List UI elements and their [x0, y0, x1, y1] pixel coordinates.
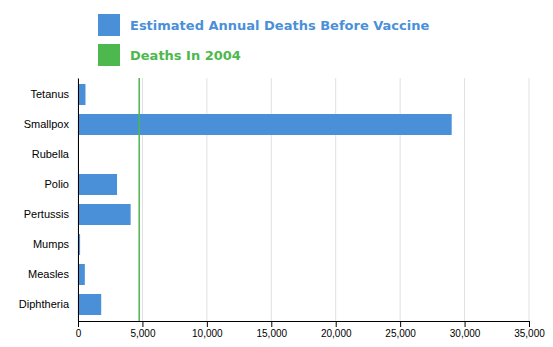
bar: [78, 174, 117, 195]
x-tick-mark: [400, 321, 401, 327]
y-tick-label: Pertussis: [24, 208, 70, 220]
x-tick: 5,000: [130, 321, 155, 339]
reference-line: [138, 78, 140, 321]
y-tick: Tetanus: [30, 88, 69, 100]
bar: [78, 264, 85, 285]
grid-line: [464, 78, 465, 321]
x-tick: 25,000: [385, 321, 416, 339]
y-tick: Mumps: [33, 238, 70, 250]
y-tick-label: Diphtheria: [19, 298, 70, 310]
x-tick: 10,000: [192, 321, 223, 339]
marks: [78, 78, 452, 321]
x-tick-mark: [271, 321, 272, 327]
series-bars: [78, 84, 452, 315]
x-tick-label: 0: [76, 328, 82, 339]
bar: [78, 204, 131, 225]
y-tick: Smallpox: [24, 118, 70, 130]
x-tick-label: 10,000: [192, 328, 223, 339]
x-tick-mark: [207, 321, 208, 327]
bar: [78, 294, 101, 315]
x-tick-mark: [529, 321, 530, 327]
legend-swatch: [98, 44, 120, 66]
y-tick-label: Rubella: [32, 148, 70, 160]
x-tick-mark: [142, 321, 143, 327]
grid-line: [78, 78, 79, 321]
x-tick-mark: [336, 321, 337, 327]
y-axis-line: [78, 79, 79, 322]
plot: 0 5,000 10,000 15,000 20,000 25,000 30,000 35,0…: [19, 78, 545, 339]
chart: 0 5,000 10,000 15,000 20,000 25,000 30,000 35,0…: [0, 0, 553, 347]
x-tick: 30,000: [450, 321, 481, 339]
x-tick-label: 35,000: [514, 328, 545, 339]
x-tick: 0: [76, 321, 82, 339]
x-tick-mark: [465, 321, 466, 327]
y-tick-label: Polio: [45, 178, 69, 190]
bar: [78, 84, 85, 105]
y-tick-label: Tetanus: [30, 88, 69, 100]
legend: Estimated Annual Deaths Before Vaccine De…: [98, 14, 429, 66]
y-tick-label: Mumps: [33, 238, 70, 250]
y-axis: Tetanus Smallpox Rubella Polio Pertussis Mump…: [19, 79, 79, 322]
y-tick: Pertussis: [24, 208, 70, 220]
x-axis: 0 5,000 10,000 15,000 20,000 25,000 30,000 35,0…: [76, 321, 546, 339]
y-tick: Rubella: [32, 148, 70, 160]
x-tick-mark: [78, 321, 79, 327]
x-tick-label: 20,000: [321, 328, 352, 339]
x-tick: 15,000: [256, 321, 287, 339]
legend-label: Deaths In 2004: [130, 48, 241, 63]
x-tick-label: 25,000: [385, 328, 416, 339]
x-axis-line: [79, 322, 530, 328]
bar: [78, 114, 452, 135]
y-tick-label: Smallpox: [24, 118, 70, 130]
legend-label: Estimated Annual Deaths Before Vaccine: [130, 18, 429, 33]
y-tick: Measles: [28, 268, 69, 280]
x-tick-label: 15,000: [256, 328, 287, 339]
x-tick: 35,000: [514, 321, 545, 339]
legend-item: Deaths In 2004: [98, 44, 241, 66]
y-tick: Polio: [45, 178, 69, 190]
x-tick-label: 5,000: [130, 328, 155, 339]
legend-swatch: [98, 14, 120, 36]
x-tick: 20,000: [321, 321, 352, 339]
y-tick-label: Measles: [28, 268, 69, 280]
x-tick-label: 30,000: [450, 328, 481, 339]
y-tick: Diphtheria: [19, 298, 70, 310]
grid: [78, 78, 529, 321]
grid-line: [529, 78, 530, 321]
legend-item: Estimated Annual Deaths Before Vaccine: [98, 14, 429, 36]
